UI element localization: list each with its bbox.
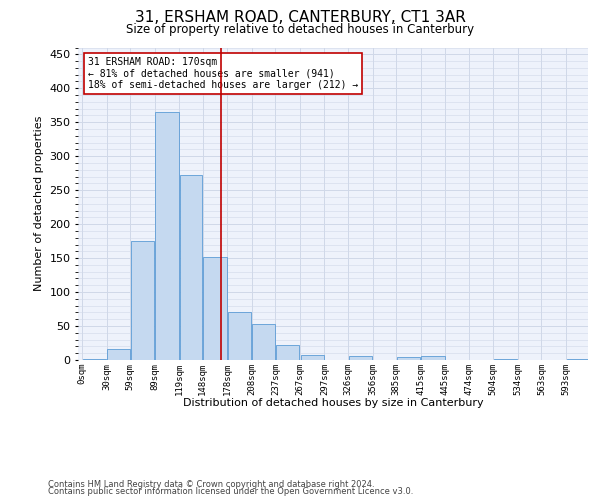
Bar xyxy=(566,358,590,360)
Bar xyxy=(276,345,299,360)
Bar xyxy=(228,312,251,360)
Bar xyxy=(83,358,106,360)
Bar xyxy=(155,112,179,360)
X-axis label: Distribution of detached houses by size in Canterbury: Distribution of detached houses by size … xyxy=(182,398,484,408)
Bar xyxy=(397,356,420,360)
Text: Size of property relative to detached houses in Canterbury: Size of property relative to detached ho… xyxy=(126,22,474,36)
Bar xyxy=(349,356,372,360)
Bar xyxy=(421,356,445,360)
Bar xyxy=(301,354,324,360)
Text: 31 ERSHAM ROAD: 170sqm
← 81% of detached houses are smaller (941)
18% of semi-de: 31 ERSHAM ROAD: 170sqm ← 81% of detached… xyxy=(88,57,358,90)
Text: Contains public sector information licensed under the Open Government Licence v3: Contains public sector information licen… xyxy=(48,487,413,496)
Bar xyxy=(107,349,130,360)
Text: Contains HM Land Registry data © Crown copyright and database right 2024.: Contains HM Land Registry data © Crown c… xyxy=(48,480,374,489)
Bar xyxy=(131,241,154,360)
Y-axis label: Number of detached properties: Number of detached properties xyxy=(34,116,44,292)
Text: 31, ERSHAM ROAD, CANTERBURY, CT1 3AR: 31, ERSHAM ROAD, CANTERBURY, CT1 3AR xyxy=(134,10,466,25)
Bar xyxy=(203,258,227,360)
Bar xyxy=(180,175,202,360)
Bar xyxy=(253,324,275,360)
